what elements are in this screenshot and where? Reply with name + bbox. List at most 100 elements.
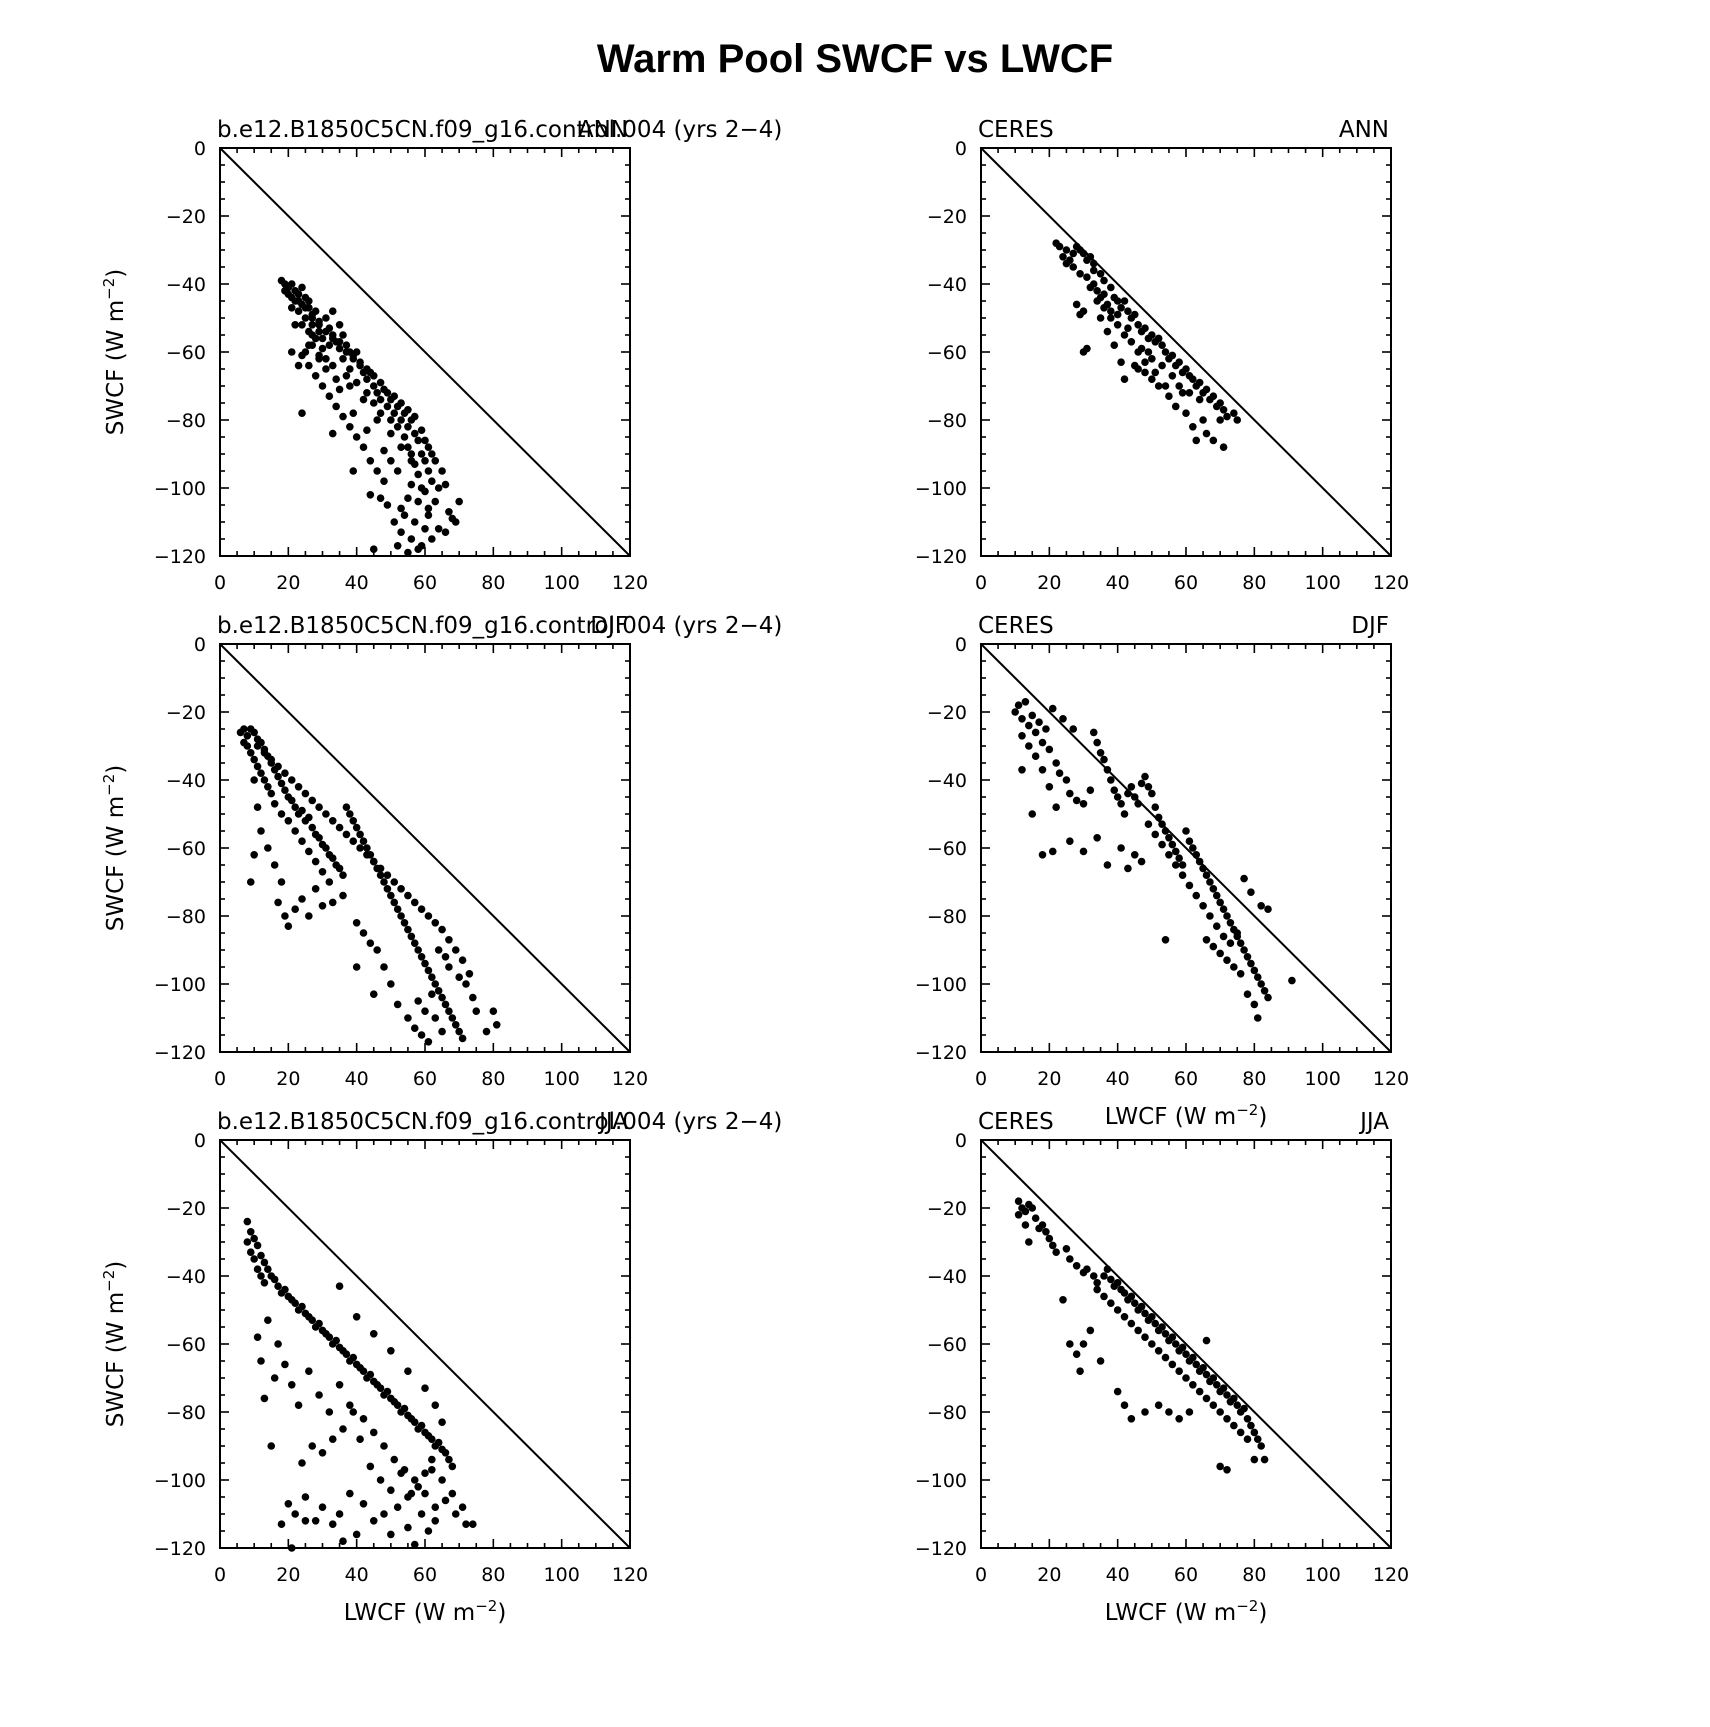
data-point — [421, 457, 429, 465]
data-point — [431, 497, 440, 506]
data-point — [431, 457, 440, 465]
data-point — [243, 732, 252, 740]
data-point — [1165, 1408, 1173, 1416]
plot-frame — [980, 643, 1392, 1053]
data-point — [1212, 1381, 1221, 1389]
data-point — [1096, 1357, 1105, 1365]
x-tick-label: 60 — [413, 1068, 437, 1090]
data-point — [469, 993, 477, 1002]
figure-title: Warm Pool SWCF vs LWCF — [597, 37, 1113, 81]
data-point — [294, 1401, 303, 1409]
data-point — [390, 518, 399, 526]
data-point — [414, 1483, 422, 1491]
data-point — [1113, 321, 1122, 329]
data-point — [380, 477, 388, 486]
data-point — [1209, 436, 1218, 445]
data-point — [284, 1500, 293, 1508]
y-tick-label: −60 — [927, 342, 967, 364]
data-point — [410, 518, 419, 526]
data-point — [1178, 861, 1187, 869]
data-point — [1257, 1442, 1265, 1450]
data-point — [431, 1401, 440, 1409]
data-point — [339, 871, 347, 879]
data-point — [1253, 1435, 1262, 1443]
data-point — [1243, 953, 1252, 961]
data-point — [243, 742, 252, 750]
data-point — [1219, 905, 1228, 913]
data-point — [1134, 800, 1142, 808]
data-point — [335, 1510, 344, 1518]
panel-ceres-jja: 0 20 40 60 80 100 120 0 −20 −40 −60 −80 −100 −120 CERE… — [915, 1109, 1409, 1626]
y-tick-label: 0 — [955, 138, 967, 160]
data-point — [322, 810, 330, 818]
data-point — [380, 878, 388, 886]
data-point — [1045, 1234, 1054, 1243]
x-tick-label: 0 — [975, 1564, 987, 1586]
x-tick-label: 80 — [1242, 572, 1266, 594]
data-point — [308, 1316, 317, 1324]
y-tick-label: 0 — [194, 138, 206, 160]
data-point — [390, 898, 399, 907]
data-point — [1120, 810, 1129, 818]
data-point — [397, 1469, 405, 1477]
x-tick-label: 20 — [276, 1068, 300, 1090]
data-point — [1168, 372, 1177, 380]
data-point — [1072, 300, 1081, 309]
data-point — [390, 409, 399, 418]
data-point — [349, 409, 358, 418]
data-point — [1018, 732, 1026, 740]
data-point — [1059, 252, 1067, 261]
data-point — [1223, 1391, 1231, 1399]
data-point — [305, 297, 313, 305]
data-point — [1189, 375, 1197, 384]
y-tick-label: −40 — [166, 1266, 206, 1288]
data-point — [264, 844, 272, 852]
reference-line — [219, 643, 631, 1053]
data-point — [1130, 310, 1139, 319]
data-point — [305, 361, 313, 370]
data-point — [1192, 436, 1201, 445]
data-point — [1189, 1353, 1197, 1362]
data-point — [1216, 1462, 1224, 1471]
data-point — [1086, 786, 1095, 794]
data-point — [346, 1401, 354, 1409]
data-point — [1243, 1435, 1252, 1443]
data-point — [1212, 922, 1221, 930]
data-point — [349, 467, 358, 475]
data-point — [311, 885, 320, 893]
x-tick-label: 20 — [1037, 572, 1061, 594]
data-point — [1175, 382, 1183, 390]
x-tick-label: 100 — [544, 572, 580, 594]
data-point — [489, 1007, 498, 1015]
reference-line — [219, 1139, 631, 1549]
data-point — [410, 1540, 419, 1549]
data-point — [410, 1024, 419, 1032]
data-point — [1141, 324, 1149, 333]
data-point — [346, 382, 354, 390]
data-point — [260, 776, 269, 784]
data-point — [298, 351, 306, 360]
x-tick-label: 60 — [1174, 1564, 1198, 1586]
data-point — [250, 1234, 258, 1243]
data-point — [301, 1493, 310, 1501]
y-tick-label: −100 — [154, 478, 206, 500]
data-point — [325, 341, 334, 350]
data-point — [428, 1455, 436, 1464]
panel-right-title: JJA — [1358, 1109, 1389, 1135]
data-point — [1223, 412, 1231, 421]
data-point — [1130, 793, 1139, 801]
data-point — [1219, 406, 1228, 414]
panel-left-title: CERES — [978, 613, 1054, 639]
data-point — [455, 973, 463, 981]
y-tick-label: −40 — [927, 770, 967, 792]
data-point — [1151, 803, 1160, 811]
data-point — [421, 1489, 429, 1498]
data-point — [448, 1014, 457, 1022]
data-point — [424, 511, 433, 519]
data-point — [1240, 946, 1248, 954]
data-point — [1168, 351, 1177, 360]
data-point — [1264, 993, 1272, 1002]
data-point — [1209, 885, 1218, 893]
data-point — [352, 919, 361, 927]
data-point — [339, 355, 347, 363]
